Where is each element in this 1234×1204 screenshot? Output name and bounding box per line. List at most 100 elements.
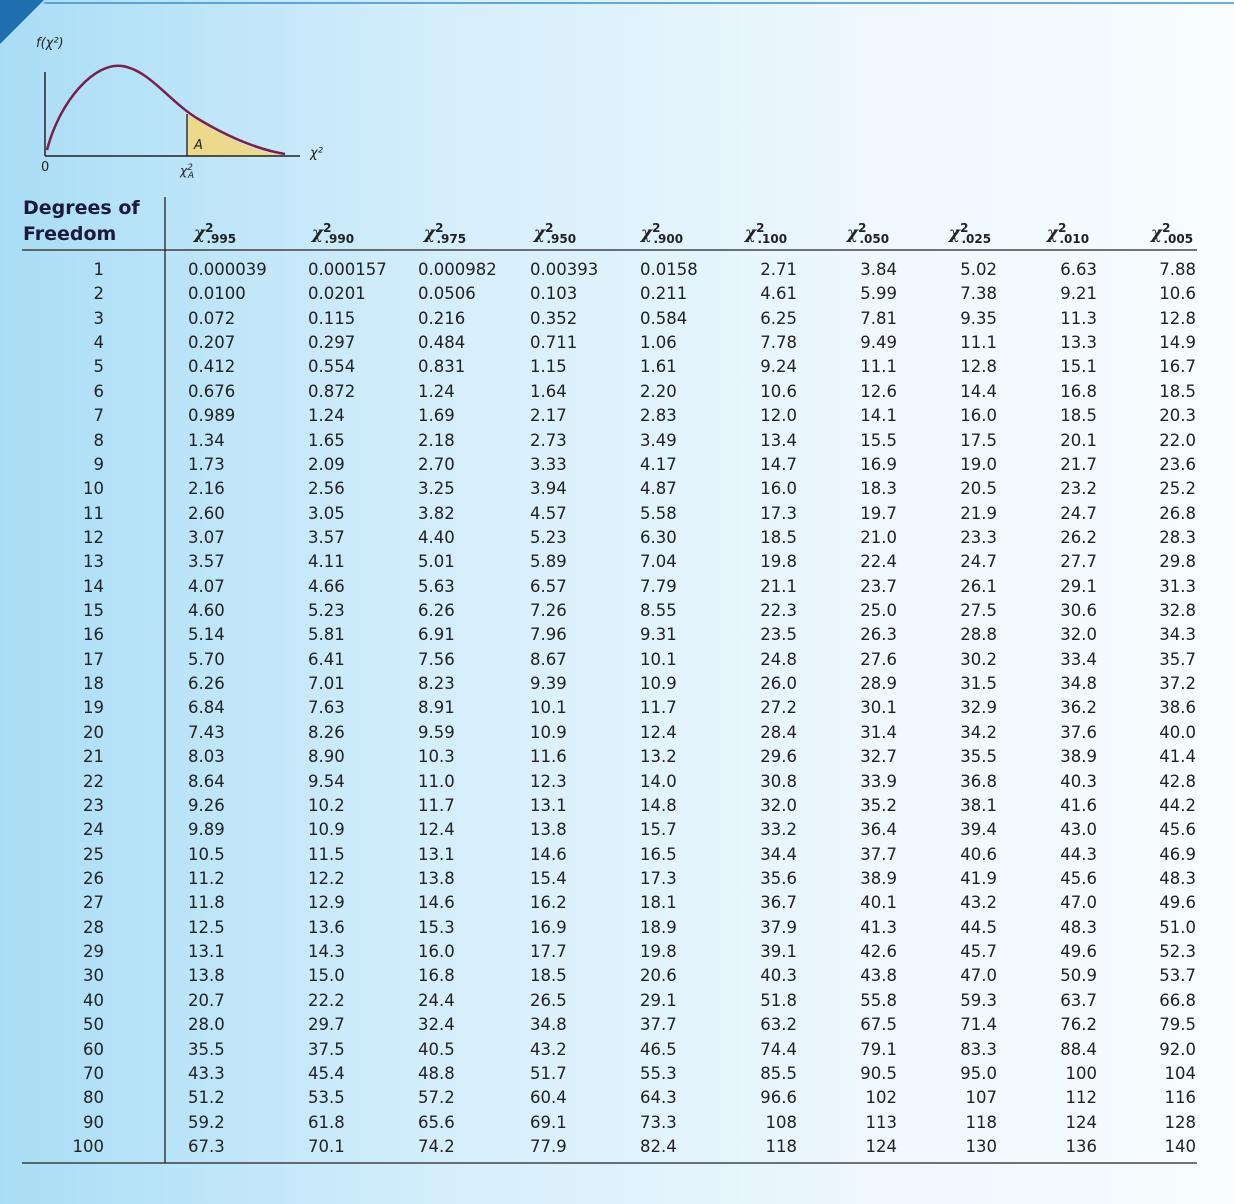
value-cell: 17.3 xyxy=(697,504,797,524)
df-cell: 13 xyxy=(40,552,104,572)
df-cell: 8 xyxy=(40,431,104,451)
value-cell: 6.84 xyxy=(188,698,225,718)
value-cell: 38.9 xyxy=(997,747,1097,767)
value-cell: 10.9 xyxy=(530,723,567,743)
value-cell: 8.90 xyxy=(308,747,345,767)
value-cell: 21.1 xyxy=(697,577,797,597)
value-cell: 34.8 xyxy=(997,674,1097,694)
value-cell: 10.1 xyxy=(640,650,677,670)
value-cell: 10.1 xyxy=(530,698,567,718)
value-cell: 76.2 xyxy=(997,1015,1097,1035)
value-cell: 59.2 xyxy=(188,1113,225,1133)
value-cell: 10.6 xyxy=(1096,284,1196,304)
value-cell: 45.4 xyxy=(308,1064,345,1084)
value-cell: 11.2 xyxy=(188,869,225,889)
df-cell: 30 xyxy=(40,966,104,986)
value-cell: 26.0 xyxy=(697,674,797,694)
value-cell: 16.5 xyxy=(640,845,677,865)
value-cell: 39.4 xyxy=(897,820,997,840)
value-cell: 26.1 xyxy=(897,577,997,597)
column-header: χ2.100 xyxy=(736,218,796,249)
value-cell: 49.6 xyxy=(997,942,1097,962)
value-cell: 16.0 xyxy=(418,942,455,962)
value-cell: 136 xyxy=(997,1137,1097,1157)
value-cell: 3.25 xyxy=(418,479,455,499)
value-cell: 102 xyxy=(797,1088,897,1108)
value-cell: 5.14 xyxy=(188,625,225,645)
value-cell: 26.5 xyxy=(530,991,567,1011)
value-cell: 7.96 xyxy=(530,625,567,645)
df-cell: 15 xyxy=(40,601,104,621)
value-cell: 69.1 xyxy=(530,1113,567,1133)
value-cell: 7.26 xyxy=(530,601,567,621)
value-cell: 65.6 xyxy=(418,1113,455,1133)
value-cell: 1.61 xyxy=(640,357,677,377)
value-cell: 0.115 xyxy=(308,309,355,329)
value-cell: 44.2 xyxy=(1096,796,1196,816)
df-cell: 7 xyxy=(40,406,104,426)
value-cell: 13.3 xyxy=(997,333,1097,353)
value-cell: 32.9 xyxy=(897,698,997,718)
value-cell: 70.1 xyxy=(308,1137,345,1157)
value-cell: 6.26 xyxy=(188,674,225,694)
value-cell: 0.000157 xyxy=(308,260,387,280)
value-cell: 77.9 xyxy=(530,1137,567,1157)
value-cell: 9.54 xyxy=(308,772,345,792)
symbol: χ xyxy=(745,224,756,244)
df-cell: 27 xyxy=(40,893,104,913)
value-cell: 64.3 xyxy=(640,1088,677,1108)
value-cell: 46.5 xyxy=(640,1040,677,1060)
value-cell: 50.9 xyxy=(997,966,1097,986)
value-cell: 18.9 xyxy=(640,918,677,938)
value-cell: 2.71 xyxy=(697,260,797,280)
value-cell: 26.8 xyxy=(1096,504,1196,524)
value-cell: 37.7 xyxy=(640,1015,677,1035)
df-cell: 11 xyxy=(40,504,104,524)
sub: .950 xyxy=(546,232,576,246)
value-cell: 15.1 xyxy=(997,357,1097,377)
value-cell: 124 xyxy=(797,1137,897,1157)
value-cell: 8.67 xyxy=(530,650,567,670)
value-cell: 57.2 xyxy=(418,1088,455,1108)
value-cell: 22.0 xyxy=(1096,431,1196,451)
value-cell: 28.0 xyxy=(188,1015,225,1035)
sub: .100 xyxy=(757,232,787,246)
value-cell: 9.89 xyxy=(188,820,225,840)
value-cell: 13.2 xyxy=(640,747,677,767)
value-cell: 16.9 xyxy=(797,455,897,475)
value-cell: 21.9 xyxy=(897,504,997,524)
value-cell: 9.39 xyxy=(530,674,567,694)
value-cell: 116 xyxy=(1096,1088,1196,1108)
value-cell: 35.6 xyxy=(697,869,797,889)
value-cell: 21.0 xyxy=(797,528,897,548)
df-cell: 26 xyxy=(40,869,104,889)
value-cell: 4.57 xyxy=(530,504,567,524)
value-cell: 21.7 xyxy=(997,455,1097,475)
value-cell: 13.1 xyxy=(530,796,567,816)
value-cell: 0.207 xyxy=(188,333,235,353)
value-cell: 66.8 xyxy=(1096,991,1196,1011)
value-cell: 0.0100 xyxy=(188,284,246,304)
value-cell: 6.30 xyxy=(640,528,677,548)
value-cell: 38.6 xyxy=(1096,698,1196,718)
sub: .050 xyxy=(859,232,889,246)
value-cell: 41.3 xyxy=(797,918,897,938)
value-cell: 23.6 xyxy=(1096,455,1196,475)
value-cell: 96.6 xyxy=(697,1088,797,1108)
value-cell: 47.0 xyxy=(897,966,997,986)
value-cell: 63.7 xyxy=(997,991,1097,1011)
value-cell: 37.2 xyxy=(1096,674,1196,694)
symbol: χ xyxy=(534,224,545,244)
value-cell: 2.60 xyxy=(188,504,225,524)
value-cell: 59.3 xyxy=(897,991,997,1011)
value-cell: 36.4 xyxy=(797,820,897,840)
value-cell: 2.70 xyxy=(418,455,455,475)
df-cell: 23 xyxy=(40,796,104,816)
value-cell: 14.7 xyxy=(697,455,797,475)
value-cell: 55.3 xyxy=(640,1064,677,1084)
value-cell: 9.59 xyxy=(418,723,455,743)
value-cell: 4.11 xyxy=(308,552,345,572)
value-cell: 4.87 xyxy=(640,479,677,499)
value-cell: 42.6 xyxy=(797,942,897,962)
value-cell: 3.07 xyxy=(188,528,225,548)
